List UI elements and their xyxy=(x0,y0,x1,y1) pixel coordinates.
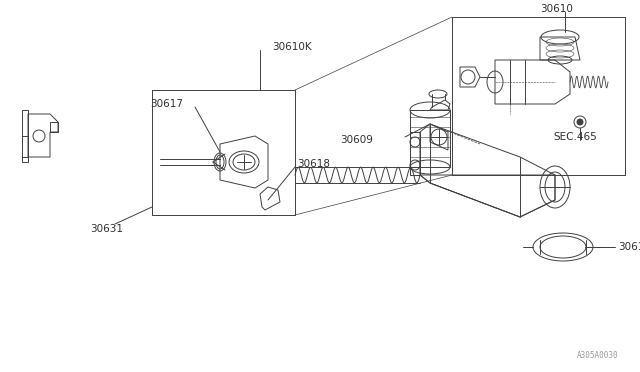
Text: 30609: 30609 xyxy=(340,135,373,145)
Text: 30616: 30616 xyxy=(618,242,640,252)
Text: 30610: 30610 xyxy=(540,4,573,14)
Circle shape xyxy=(577,119,583,125)
Text: 30618: 30618 xyxy=(297,159,330,169)
Text: SEC.465: SEC.465 xyxy=(553,132,596,142)
Text: 30610K: 30610K xyxy=(272,42,312,52)
Text: A305A0030: A305A0030 xyxy=(577,351,618,360)
Text: 30631: 30631 xyxy=(90,224,123,234)
Text: 30617: 30617 xyxy=(150,99,183,109)
